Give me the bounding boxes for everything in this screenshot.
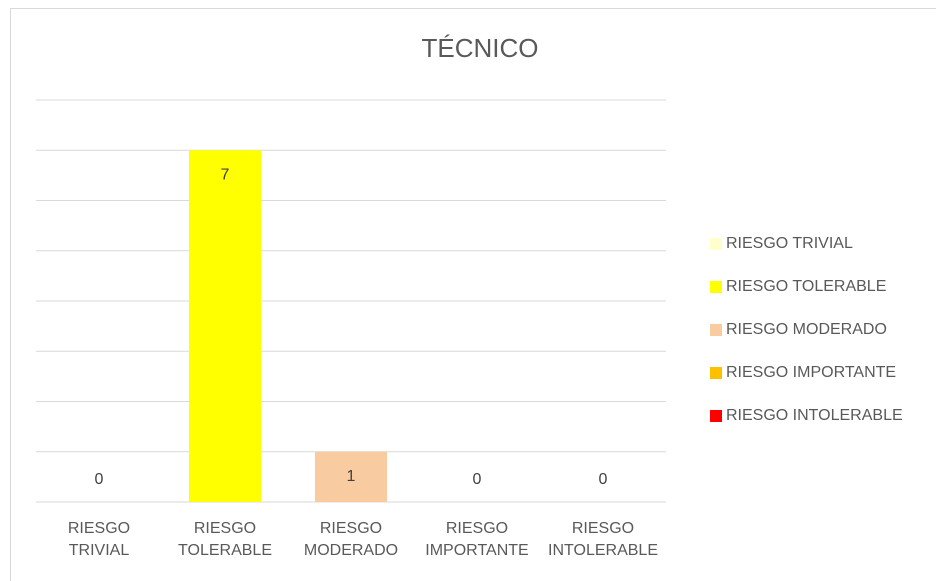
data-label: 0 xyxy=(473,471,482,488)
legend-label: RIESGO INTOLERABLE xyxy=(726,407,903,424)
x-tick-label: RIESGO TOLERABLE xyxy=(178,520,272,559)
legend-swatch xyxy=(710,281,722,293)
bar xyxy=(315,451,387,502)
legend-swatch xyxy=(710,324,722,336)
x-tick-label: RIESGO MODERADO xyxy=(303,520,399,559)
x-tick-label: RIESGO INTOLERABLE xyxy=(548,520,658,559)
legend-label: RIESGO TOLERABLE xyxy=(726,278,886,295)
legend-label: RIESGO TRIVIAL xyxy=(726,235,853,252)
legend-swatch xyxy=(710,410,722,422)
x-tick-label: RIESGO IMPORTANTE xyxy=(425,520,529,559)
legend-swatch xyxy=(710,238,722,250)
legend-label: RIESGO IMPORTANTE xyxy=(726,364,896,381)
data-label: 0 xyxy=(95,471,104,488)
legend-label: RIESGO MODERADO xyxy=(726,321,887,338)
data-label: 1 xyxy=(347,468,356,485)
data-label: 0 xyxy=(599,471,608,488)
x-tick-label: RIESGO TRIVIAL xyxy=(67,520,131,559)
data-label: 7 xyxy=(221,166,230,183)
legend-swatch xyxy=(710,367,722,379)
bar xyxy=(189,150,261,502)
chart-frame xyxy=(10,8,936,581)
chart-title: TÉCNICO xyxy=(422,33,539,63)
